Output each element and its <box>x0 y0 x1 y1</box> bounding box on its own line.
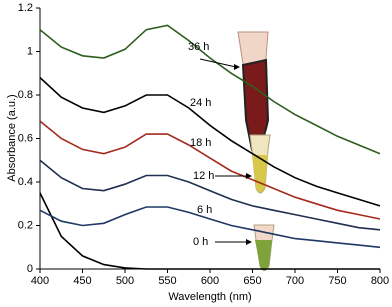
y-tick-label: 1.2 <box>18 2 33 14</box>
arrow-head <box>246 239 252 245</box>
series-line <box>39 159 381 231</box>
series-line <box>39 120 381 220</box>
x-tick-label: 700 <box>286 275 304 287</box>
y-tick-label: 0.4 <box>18 176 33 188</box>
tube-36h <box>237 31 270 152</box>
x-axis-label: Wavelength (nm) <box>168 291 251 303</box>
series-label: 6 h <box>197 204 212 216</box>
x-tick-label: 450 <box>73 275 91 287</box>
y-tick-label: 0.6 <box>18 132 33 144</box>
x-tick-label: 400 <box>31 275 49 287</box>
x-tick-label: 550 <box>158 275 176 287</box>
x-tick-label: 600 <box>201 275 219 287</box>
y-tick-label: 0 <box>27 263 33 275</box>
x-tick-label: 500 <box>116 275 134 287</box>
x-tick-label: 800 <box>371 275 389 287</box>
series-label: 36 h <box>188 41 209 53</box>
series-label: 24 h <box>190 97 211 109</box>
y-tick-label: 0.8 <box>18 89 33 101</box>
arrow-head <box>234 64 240 70</box>
arrow <box>199 58 237 68</box>
series-line <box>39 192 380 270</box>
arrow-head <box>246 173 252 179</box>
x-tick-label: 650 <box>243 275 261 287</box>
tube-0h <box>253 224 275 271</box>
tube-12h <box>249 134 271 194</box>
series-line <box>39 77 381 207</box>
x-tick-label: 750 <box>328 275 346 287</box>
series-line <box>39 206 381 249</box>
series-label: 12 h <box>193 170 214 182</box>
y-axis-label: Absorbance (a.u.) <box>6 94 18 181</box>
series-label: 18 h <box>190 137 211 149</box>
series-label: 0 h <box>193 236 208 248</box>
series-line <box>39 24 381 155</box>
y-tick-label: 0.2 <box>18 219 33 231</box>
y-tick-label: 1 <box>27 45 33 57</box>
